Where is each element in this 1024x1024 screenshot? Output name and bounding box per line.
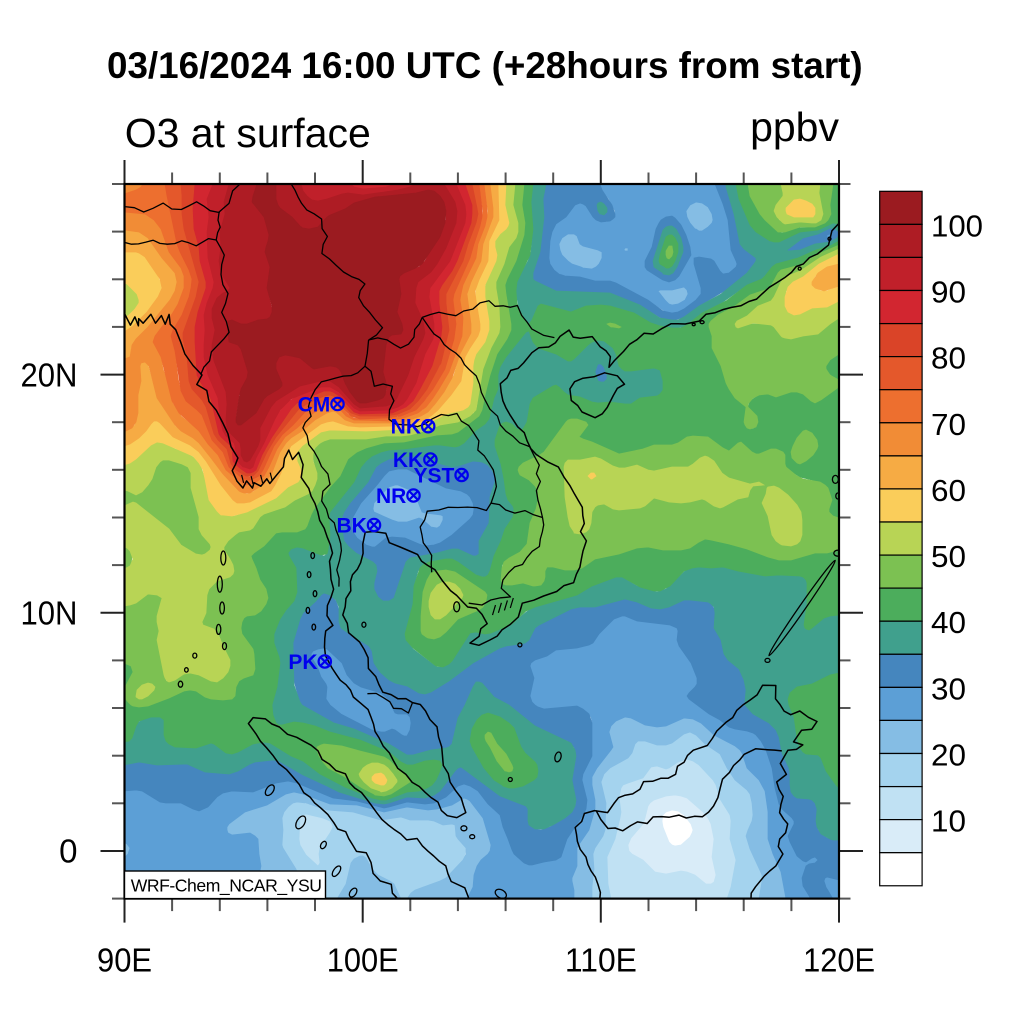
svg-text:70: 70 [931,407,966,442]
svg-text:30: 30 [931,671,966,706]
svg-text:10N: 10N [21,595,78,632]
svg-text:CM: CM [298,394,331,417]
svg-text:120E: 120E [803,941,875,978]
svg-text:NR: NR [376,485,406,508]
svg-text:100: 100 [931,208,983,243]
svg-text:PK: PK [288,651,317,674]
svg-text:90: 90 [931,275,966,310]
svg-text:ppbv: ppbv [750,104,839,150]
svg-text:WRF-Chem_NCAR_YSU: WRF-Chem_NCAR_YSU [131,875,322,896]
svg-text:90E: 90E [97,941,152,978]
svg-text:10: 10 [931,804,966,839]
svg-text:O3 at surface: O3 at surface [125,110,371,156]
svg-text:80: 80 [931,341,966,376]
svg-text:03/16/2024 16:00 UTC (+28hours: 03/16/2024 16:00 UTC (+28hours from star… [107,45,863,86]
svg-text:BK: BK [336,515,366,538]
svg-text:YST: YST [414,465,455,488]
svg-text:110E: 110E [565,941,637,978]
svg-text:20: 20 [931,738,966,773]
svg-text:100E: 100E [327,941,399,978]
svg-text:60: 60 [931,473,966,508]
svg-text:0: 0 [59,832,77,869]
svg-text:40: 40 [931,605,966,640]
svg-text:KK: KK [393,449,423,472]
svg-text:50: 50 [931,539,966,574]
svg-text:20N: 20N [21,356,78,393]
svg-text:NK: NK [391,416,421,439]
